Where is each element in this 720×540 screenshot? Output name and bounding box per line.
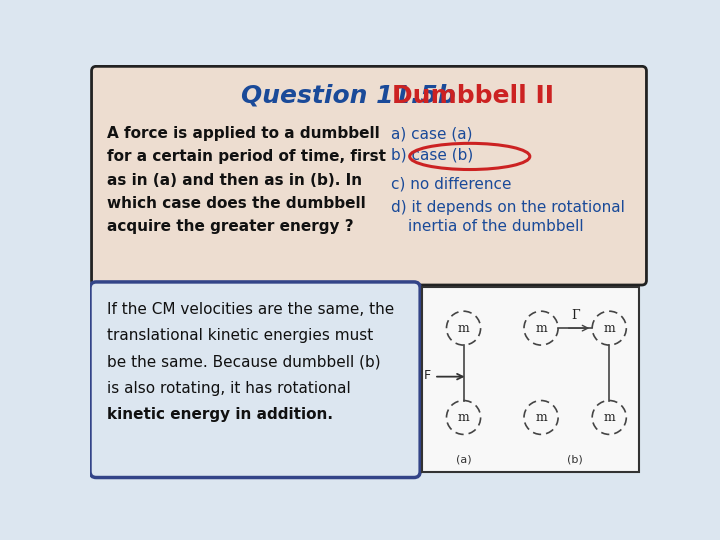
Text: which case does the dumbbell: which case does the dumbbell xyxy=(107,195,366,211)
Text: inertia of the dumbbell: inertia of the dumbbell xyxy=(408,219,583,234)
FancyBboxPatch shape xyxy=(90,282,420,477)
Text: Dumbbell II: Dumbbell II xyxy=(392,84,554,107)
Text: is also rotating, it has rotational: is also rotating, it has rotational xyxy=(107,381,351,395)
Text: translational kinetic energies must: translational kinetic energies must xyxy=(107,328,373,343)
Text: Γ: Γ xyxy=(571,309,580,322)
Text: m: m xyxy=(535,322,547,335)
Text: kinetic energy in addition.: kinetic energy in addition. xyxy=(107,407,333,422)
Text: be the same. Because dumbbell (b): be the same. Because dumbbell (b) xyxy=(107,354,381,369)
Text: (b): (b) xyxy=(567,455,583,465)
FancyBboxPatch shape xyxy=(91,66,647,285)
Text: acquire the greater energy ?: acquire the greater energy ? xyxy=(107,219,354,234)
Text: d) it depends on the rotational: d) it depends on the rotational xyxy=(391,200,624,214)
Text: If the CM velocities are the same, the: If the CM velocities are the same, the xyxy=(107,302,395,317)
Text: m: m xyxy=(603,411,615,424)
Text: m: m xyxy=(458,411,469,424)
Text: m: m xyxy=(535,411,547,424)
Text: a) case (a): a) case (a) xyxy=(391,126,472,141)
Text: c) no difference: c) no difference xyxy=(391,177,511,192)
Text: m: m xyxy=(603,322,615,335)
Text: F: F xyxy=(424,369,431,382)
Text: for a certain period of time, first: for a certain period of time, first xyxy=(107,150,386,165)
Text: b) case (b): b) case (b) xyxy=(391,148,473,163)
Text: as in (a) and then as in (b). In: as in (a) and then as in (b). In xyxy=(107,173,362,187)
Text: A force is applied to a dumbbell: A force is applied to a dumbbell xyxy=(107,126,380,141)
Text: m: m xyxy=(458,322,469,335)
Text: Question 11.5b: Question 11.5b xyxy=(241,84,456,107)
FancyBboxPatch shape xyxy=(423,287,639,472)
Text: (a): (a) xyxy=(456,455,472,465)
